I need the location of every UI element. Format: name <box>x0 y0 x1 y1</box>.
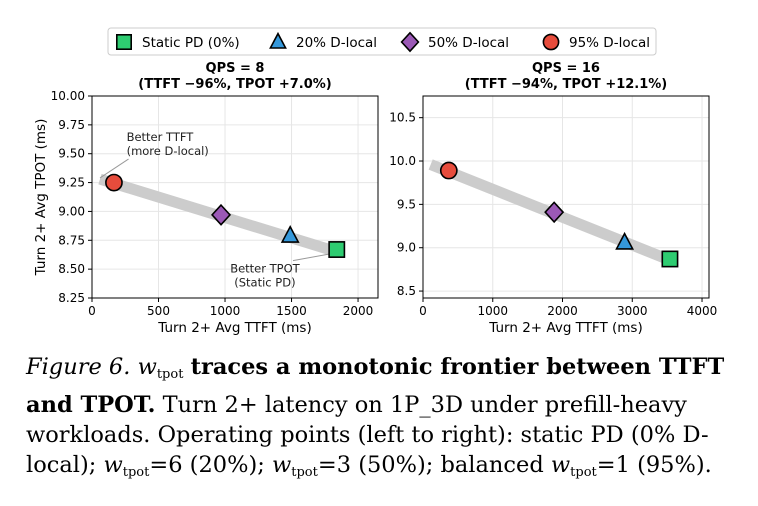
y-tick-label: 10.5 <box>389 111 416 125</box>
x-tick-label: 1000 <box>210 304 241 318</box>
caption-eq-3: =1 <box>596 452 630 478</box>
chart-panel-qps8: Better TTFT(more D-local) Better TPOT(Sta… <box>33 61 379 336</box>
figure-caption: Figure 6. wtpot traces a monotonic front… <box>26 352 738 488</box>
caption-symbol: w <box>137 354 157 380</box>
legend-box <box>107 27 657 56</box>
data-point-circle <box>105 173 123 192</box>
legend-marker-diamond <box>400 31 420 53</box>
caption-subscript: tpot <box>122 465 150 480</box>
caption-subscript: tpot <box>570 465 597 480</box>
y-axis-label: Turn 2+ Avg TPOT (ms) <box>33 119 49 277</box>
legend-marker-triangle <box>269 31 287 49</box>
legend-label: 95% D-local <box>569 35 650 51</box>
x-tick-label: 0 <box>419 304 427 318</box>
caption-text-4: (95%). <box>637 452 712 478</box>
caption-text-3: (50%); balanced <box>358 452 544 478</box>
x-tick-label: 0 <box>88 304 96 318</box>
legend-label: Static PD (0%) <box>142 35 240 51</box>
annotation-text: Better TPOT <box>230 262 300 276</box>
caption-text-1: Turn 2+ latency on 1P_3D under prefill-h… <box>26 392 709 478</box>
caption-text-2: (20%); <box>189 452 265 478</box>
y-tick-label: 8.25 <box>58 291 85 305</box>
legend: Static PD (0%) 20% D-local 50% D-local 95% … <box>107 27 657 56</box>
legend-marker-square <box>116 33 133 50</box>
legend-label: 20% D-local <box>296 35 377 51</box>
x-tick-label: 3000 <box>617 304 648 318</box>
axes-frame <box>422 95 710 299</box>
annotation-arrow <box>292 253 329 262</box>
x-tick-label: 2000 <box>547 304 578 318</box>
axes-frame <box>91 95 379 299</box>
x-tick-label: 4000 <box>687 304 718 318</box>
y-tick-label: 9.0 <box>397 241 416 255</box>
data-point-triangle <box>280 225 300 243</box>
x-axis-label: Turn 2+ Avg TTFT (ms) <box>488 320 642 336</box>
caption-eq-2: =3 <box>317 452 352 478</box>
y-tick-label: 10.0 <box>389 154 416 168</box>
chart-subtitle: (TTFT −96%, TPOT +7.0%) <box>138 77 331 92</box>
data-point-square <box>328 241 346 258</box>
legend-label: 50% D-local <box>428 35 509 51</box>
caption-symbol: w <box>550 452 571 478</box>
y-tick-label: 9.5 <box>397 197 416 211</box>
y-tick-label: 9.75 <box>58 118 85 132</box>
y-tick-label: 8.50 <box>58 262 85 276</box>
chart-panel-qps16: 0 1000 2000 3000 4000 8.5 9.0 9.5 10.0 10.5 QPS = … <box>389 61 717 336</box>
data-point-diamond <box>544 201 565 224</box>
caption-figure-label: Figure 6. <box>26 354 131 380</box>
y-tick-label: 9.00 <box>58 204 85 218</box>
y-tick-label: 8.75 <box>58 233 85 247</box>
caption-symbol: w <box>271 452 292 478</box>
figure: Static PD (0%) 20% D-local 50% D-local 95% … <box>33 27 717 336</box>
chart-subtitle: (TTFT −94%, TPOT +12.1%) <box>465 77 668 92</box>
caption-eq-1: =6 <box>149 452 183 478</box>
y-tick-label: 10.00 <box>51 89 85 103</box>
annotation-arrow <box>99 158 129 179</box>
data-point-circle <box>439 161 458 180</box>
data-point-triangle <box>615 231 634 250</box>
legend-marker-circle <box>542 33 560 51</box>
y-tick-label: 8.5 <box>397 284 416 298</box>
caption-subscript: tpot <box>291 465 318 480</box>
caption-symbol: w <box>103 452 123 478</box>
x-axis-label: Turn 2+ Avg TTFT (ms) <box>157 320 311 336</box>
chart-title: QPS = 8 <box>206 61 265 76</box>
annotation-text: Better TTFT <box>127 130 195 144</box>
annotation-text: (Static PD) <box>234 276 295 290</box>
y-tick-label: 9.25 <box>58 176 85 190</box>
x-tick-label: 2000 <box>343 304 374 318</box>
caption-bold-text: traces a monotonic frontier between TTFT… <box>26 354 725 418</box>
annotation-text: (more D-local) <box>127 144 209 158</box>
chart-title: QPS = 16 <box>532 61 600 76</box>
y-tick-label: 9.50 <box>58 147 85 161</box>
x-tick-label: 500 <box>147 304 170 318</box>
data-point-square <box>661 250 679 268</box>
x-tick-label: 1000 <box>477 304 508 318</box>
data-point-diamond <box>211 203 232 226</box>
x-tick-label: 1500 <box>276 304 307 318</box>
caption-subscript: tpot <box>156 367 184 382</box>
